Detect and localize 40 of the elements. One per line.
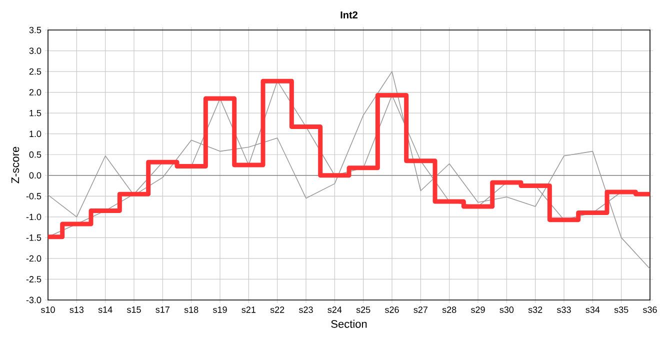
y-tick-label: 2.5 — [29, 68, 42, 75]
x-tick-label: s19 — [213, 306, 227, 313]
y-axis-title: Z-score — [11, 146, 20, 184]
x-tick-label: s32 — [528, 306, 542, 313]
x-tick-label: s25 — [356, 306, 370, 313]
y-tick-label: -1.0 — [26, 214, 42, 220]
x-tick-label: s22 — [270, 306, 284, 313]
x-tick-label: s36 — [643, 306, 657, 313]
chart-title: Int2 — [340, 11, 358, 18]
x-tick-label: s14 — [98, 306, 112, 313]
y-tick-label: -1.5 — [26, 234, 42, 241]
x-tick-label: s27 — [414, 306, 428, 313]
x-tick-label: s13 — [70, 306, 84, 313]
y-tick-label: 3.0 — [29, 48, 42, 54]
y-tick-label: -3.0 — [26, 296, 42, 304]
x-axis-title: Section — [331, 320, 367, 328]
x-tick-label: s24 — [328, 306, 342, 313]
x-tick-label: s28 — [442, 306, 456, 313]
x-tick-label: s33 — [557, 306, 571, 313]
x-tick-label: s17 — [156, 306, 170, 313]
line-series — [48, 71, 650, 270]
y-tick-label: 0.0 — [29, 172, 42, 179]
y-tick-label: 2.0 — [29, 89, 42, 96]
x-tick-label: s23 — [299, 306, 313, 313]
y-tick-label: -0.5 — [26, 192, 42, 200]
x-tick-label: s10 — [41, 306, 55, 313]
x-tick-label: s15 — [127, 306, 141, 313]
x-tick-label: s34 — [586, 306, 600, 313]
y-tick-label: 1.0 — [30, 130, 42, 138]
x-tick-label: s18 — [184, 306, 198, 313]
y-tick-label: -2.0 — [26, 255, 42, 262]
y-tick-label: 3.5 — [29, 26, 42, 34]
x-tick-label: s29 — [471, 306, 485, 313]
x-tick-label: s21 — [242, 306, 256, 313]
y-tick-label: -2.5 — [26, 276, 42, 282]
y-tick-label: 1.5 — [30, 110, 42, 116]
x-tick-label: s35 — [614, 306, 628, 313]
x-tick-label: s30 — [500, 306, 514, 313]
y-tick-label: 0.5 — [29, 151, 42, 158]
x-tick-label: s26 — [385, 306, 399, 313]
